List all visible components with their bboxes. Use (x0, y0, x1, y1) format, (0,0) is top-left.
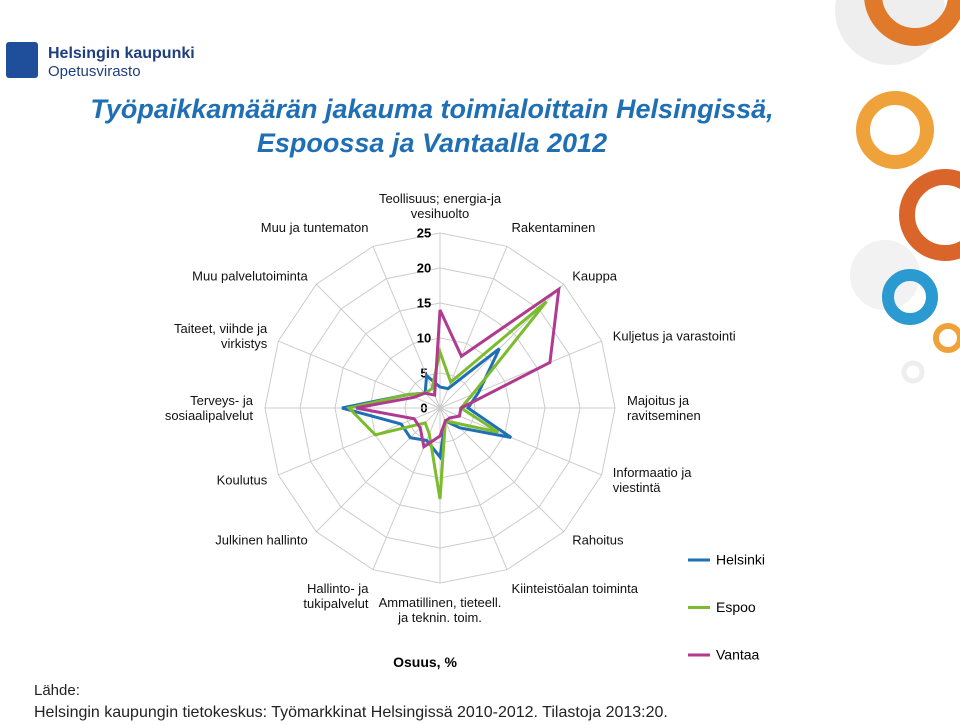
spoke (315, 283, 441, 409)
r-tick-label: 5 (420, 365, 427, 380)
category-label: Kauppa (572, 268, 618, 284)
category-label: Informaatio ja viestintä (612, 464, 692, 495)
category-label: Rakentaminen (511, 220, 596, 236)
spoke (372, 246, 441, 409)
spoke (439, 407, 508, 570)
category-label: Taiteet, viihde ja virkistys (174, 321, 268, 352)
category-label: Rahoitus (572, 532, 624, 548)
r-tick-label: 10 (417, 330, 431, 345)
category-label: Muu ja tuntematon (260, 220, 369, 236)
category-label: Ammatillinen, tieteell. ja teknin. toim. (378, 595, 502, 625)
category-label: Koulutus (216, 472, 268, 488)
legend-label: Espoo (716, 599, 756, 615)
axis-title: Osuus, % (393, 654, 457, 670)
series-line (355, 286, 561, 450)
category-label: Teollisuus; energia-ja vesihuolto (378, 191, 502, 221)
spoke (439, 340, 602, 409)
dept-name: Opetusvirasto (48, 63, 141, 80)
category-label: Kiinteistöalan toiminta (511, 580, 639, 596)
r-tick-label: 15 (417, 295, 431, 310)
chart-title: Työpaikkamäärän jakauma toimialoittain H… (90, 94, 774, 158)
r-tick-label: 25 (417, 225, 431, 240)
decoration (6, 0, 960, 384)
category-label: Muu palvelutoiminta (192, 268, 308, 284)
legend-label: Vantaa (716, 647, 760, 663)
org-name: Helsingin kaupunki (48, 45, 195, 62)
r-tick-label: 20 (417, 260, 431, 275)
category-label: Julkinen hallinto (215, 532, 308, 548)
series-line (346, 300, 548, 500)
category-label: Hallinto- ja tukipalvelut (303, 580, 369, 611)
source: Helsingin kaupungin tietokeskus: Työmark… (34, 704, 668, 721)
source-label: Lähde: (34, 682, 80, 699)
category-label: Kuljetus ja varastointi (612, 328, 736, 344)
spoke (315, 407, 441, 533)
category-label: Majoitus ja ravitseminen (627, 393, 701, 423)
spoke (439, 407, 602, 476)
category-label: Terveys- ja sosiaalipalvelut (164, 393, 253, 423)
legend-label: Helsinki (716, 552, 765, 568)
